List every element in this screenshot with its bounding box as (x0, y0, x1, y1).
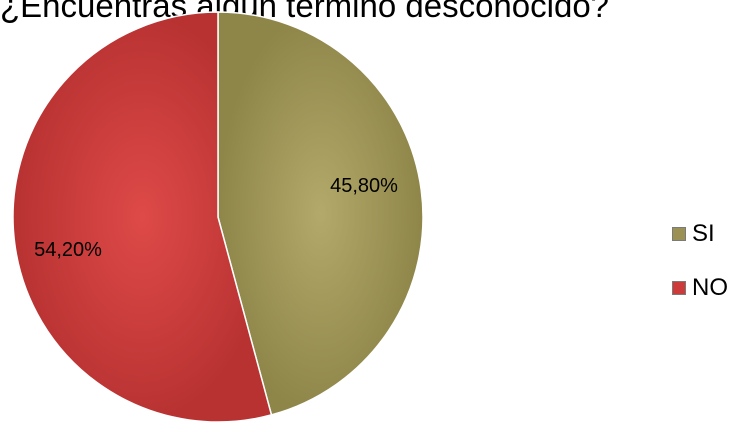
data-label-no: 54,20% (34, 239, 102, 261)
legend-swatch-no (672, 281, 686, 295)
chart-title: ¿Encuentras algún término desconocido? (0, 0, 610, 24)
data-label-si: 45,80% (330, 175, 398, 197)
pie-slice-no (12, 11, 273, 422)
legend-label-no: NO (692, 274, 728, 301)
legend: SI NO (672, 207, 728, 315)
legend-item-no: NO (672, 261, 728, 315)
legend-label-si: SI (692, 220, 715, 247)
legend-item-si: SI (672, 207, 728, 261)
pie-slice-si (217, 11, 424, 416)
legend-swatch-si (672, 227, 686, 241)
